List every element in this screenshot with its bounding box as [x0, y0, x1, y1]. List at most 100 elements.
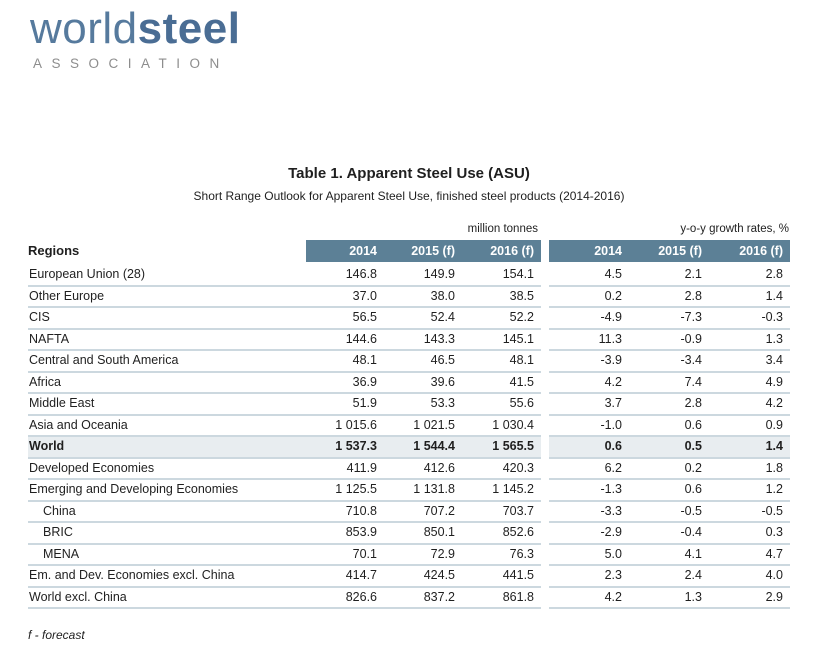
header-band: Regions 2014 2015 (f) 2016 (f) 2014 2015…: [28, 240, 790, 262]
tonnes-value: 149.9: [384, 265, 462, 287]
table-subtitle: Short Range Outlook for Apparent Steel U…: [193, 189, 625, 203]
tonnes-value: 707.2: [384, 502, 462, 523]
tonnes-value: 146.8: [306, 265, 384, 287]
column-gutter: [541, 287, 549, 309]
year-header-tonnes-2016f: 2016 (f): [462, 240, 541, 262]
region-label: CIS: [28, 308, 306, 330]
tonnes-value: 1 145.2: [462, 480, 541, 502]
growth-value: 2.1: [629, 265, 709, 287]
region-label: BRIC: [28, 523, 306, 545]
growth-value: 0.3: [709, 523, 790, 545]
growth-value: -0.9: [629, 330, 709, 351]
table-row: Central and South America 48.1 46.5 48.1 -3.…: [28, 351, 790, 373]
growth-value: 0.9: [709, 416, 790, 437]
column-gutter: [541, 308, 549, 330]
table-row: CIS 56.5 52.4 52.2 -4.9 -7.3 -0.3: [28, 308, 790, 330]
growth-value: 1.3: [709, 330, 790, 351]
growth-value: -3.4: [629, 351, 709, 373]
footnote: f - forecast: [28, 628, 85, 642]
tonnes-value: 414.7: [306, 566, 384, 588]
growth-value: 0.5: [629, 437, 709, 459]
tonnes-value: 70.1: [306, 545, 384, 566]
growth-value: 5.0: [549, 545, 629, 566]
region-label: World: [28, 437, 306, 459]
growth-value: 2.3: [549, 566, 629, 588]
table-row: NAFTA 144.6 143.3 145.1 11.3 -0.9 1.3: [28, 330, 790, 351]
tonnes-value: 1 021.5: [384, 416, 462, 437]
tonnes-value: 72.9: [384, 545, 462, 566]
tonnes-value: 41.5: [462, 373, 541, 394]
column-gutter: [541, 351, 549, 373]
growth-value: -0.3: [709, 308, 790, 330]
growth-value: -4.9: [549, 308, 629, 330]
growth-value: 4.2: [709, 394, 790, 416]
growth-value: -3.9: [549, 351, 629, 373]
column-gutter: [541, 588, 549, 610]
tonnes-value: 1 015.6: [306, 416, 384, 437]
growth-value: 1.4: [709, 437, 790, 459]
regions-header: Regions: [28, 243, 80, 258]
tonnes-value: 1 565.5: [462, 437, 541, 459]
growth-value: -7.3: [629, 308, 709, 330]
tonnes-value: 55.6: [462, 394, 541, 416]
column-gutter: [541, 545, 549, 567]
growth-value: 3.4: [709, 351, 790, 373]
table-row: Other Europe 37.0 38.0 38.5 0.2 2.8 1.4: [28, 287, 790, 309]
table-row: Middle East 51.9 53.3 55.6 3.7 2.8 4.2: [28, 394, 790, 416]
table-row: Developed Economies 411.9 412.6 420.3 6.2 0.2…: [28, 459, 790, 481]
logo-association: ASSOCIATION: [33, 56, 229, 72]
growth-value: -1.0: [549, 416, 629, 437]
table-row: China 710.8 707.2 703.7 -3.3 -0.5 -0.5: [28, 502, 790, 523]
region-label: China: [28, 502, 306, 523]
tonnes-value: 56.5: [306, 308, 384, 330]
worldsteel-logo: worldsteel ASSOCIATION: [30, 4, 240, 72]
growth-value: 3.7: [549, 394, 629, 416]
growth-value: -0.5: [629, 502, 709, 523]
table-row: MENA 70.1 72.9 76.3 5.0 4.1 4.7: [28, 545, 790, 567]
growth-value: 1.8: [709, 459, 790, 480]
year-header-tonnes-2014: 2014: [306, 240, 384, 262]
table-body: European Union (28) 146.8 149.9 154.1 4.5 2.1…: [28, 265, 790, 609]
logo-world: world: [30, 4, 138, 53]
region-label: MENA: [28, 545, 306, 566]
growth-value: 1.3: [629, 588, 709, 609]
tonnes-value: 51.9: [306, 394, 384, 416]
region-label: NAFTA: [28, 330, 306, 351]
year-header-growth-2016f: 2016 (f): [709, 240, 790, 262]
growth-value: 4.2: [549, 588, 629, 609]
table-row: Asia and Oceania 1 015.6 1 021.5 1 030.4 -1.…: [28, 416, 790, 437]
column-gutter: [541, 523, 549, 545]
table-row: BRIC 853.9 850.1 852.6 -2.9 -0.4 0.3: [28, 523, 790, 545]
region-label: Other Europe: [28, 287, 306, 308]
tonnes-value: 48.1: [462, 351, 541, 373]
tonnes-value: 420.3: [462, 459, 541, 480]
tonnes-value: 710.8: [306, 502, 384, 523]
column-gutter: [541, 480, 549, 502]
document-body: Table 1. Apparent Steel Use (ASU) Short …: [28, 166, 790, 642]
growth-value: 4.7: [709, 545, 790, 566]
tonnes-value: 703.7: [462, 502, 541, 523]
tonnes-value: 852.6: [462, 523, 541, 545]
tonnes-value: 145.1: [462, 330, 541, 351]
growth-value: 2.8: [709, 265, 790, 287]
tonnes-value: 1 125.5: [306, 480, 384, 502]
tonnes-value: 853.9: [306, 523, 384, 545]
logo-wordmark: worldsteel: [30, 4, 240, 53]
tonnes-value: 143.3: [384, 330, 462, 351]
growth-value: -0.4: [629, 523, 709, 545]
growth-value: -2.9: [549, 523, 629, 545]
column-gutter: [541, 459, 549, 481]
growth-value: -3.3: [549, 502, 629, 523]
growth-value: 0.2: [629, 459, 709, 480]
region-label: Asia and Oceania: [28, 416, 306, 437]
growth-value: 4.0: [709, 566, 790, 588]
tonnes-value: 39.6: [384, 373, 462, 394]
growth-value: 4.9: [709, 373, 790, 394]
tonnes-value: 837.2: [384, 588, 462, 609]
growth-value: 2.4: [629, 566, 709, 588]
region-label: Africa: [28, 373, 306, 394]
growth-value: 2.8: [629, 287, 709, 308]
tonnes-value: 36.9: [306, 373, 384, 394]
tonnes-value: 441.5: [462, 566, 541, 588]
column-gutter: [541, 394, 549, 416]
